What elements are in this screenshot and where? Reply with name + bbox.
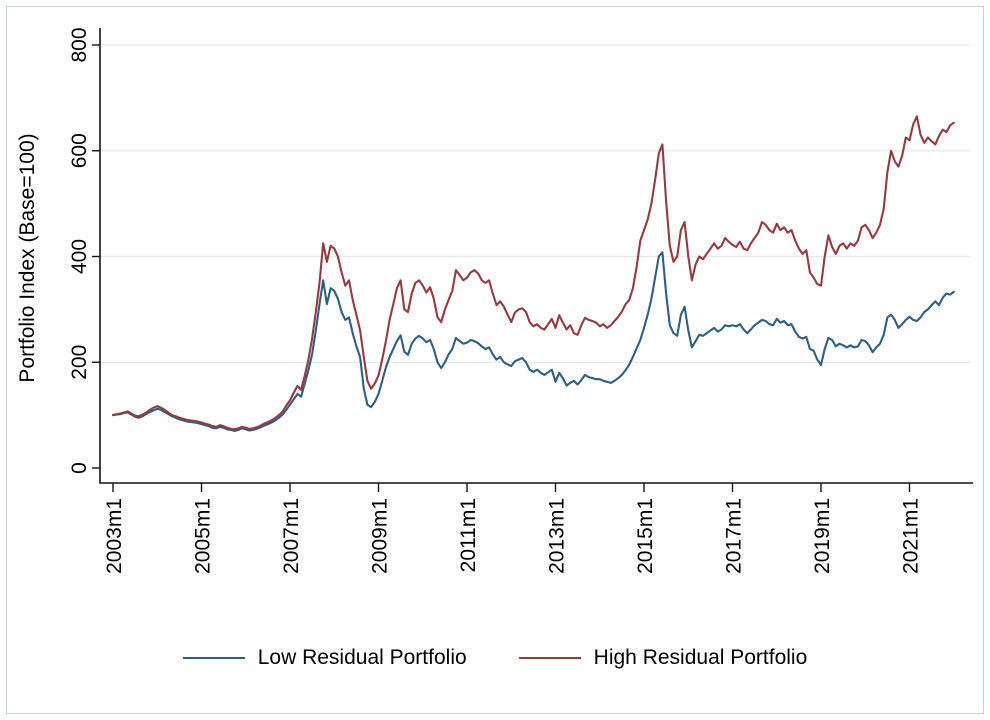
x-tick-label: 2009m1 xyxy=(369,498,392,574)
axis-spine xyxy=(99,28,973,484)
y-tick-label: 0 xyxy=(68,462,91,474)
y-tick-label: 600 xyxy=(68,133,91,168)
tick-marks xyxy=(92,44,911,492)
legend-entry-low: Low Residual Portfolio xyxy=(182,646,467,670)
chart-canvas: 0 200 400 600 800 2003m1 2005m1 2007m1 2009m1 201… xyxy=(16,27,973,574)
y-axis-title: Portfolio Index (Base=100) xyxy=(16,133,39,382)
x-tick-label: 2019m1 xyxy=(811,498,834,574)
x-tick-label: 2017m1 xyxy=(723,498,746,574)
tick-labels: 0 200 400 600 800 2003m1 2005m1 2007m1 2009m1 201… xyxy=(68,27,923,573)
y-tick-label: 800 xyxy=(68,27,91,62)
legend-swatch-high xyxy=(518,657,581,659)
legend-entry-high: High Residual Portfolio xyxy=(518,646,808,670)
legend: Low Residual Portfolio High Residual Por… xyxy=(0,646,990,670)
gridlines xyxy=(100,44,970,363)
y-tick-label: 400 xyxy=(68,239,91,274)
x-tick-label: 2011m1 xyxy=(457,498,480,572)
low-residual-series-line xyxy=(111,251,955,433)
axes xyxy=(99,28,973,484)
legend-label-high: High Residual Portfolio xyxy=(593,646,808,669)
legend-swatch-low xyxy=(182,657,245,659)
x-tick-label: 2021m1 xyxy=(900,498,923,574)
x-tick-label: 2015m1 xyxy=(634,498,657,574)
y-tick-label: 200 xyxy=(68,345,91,380)
x-tick-label: 2005m1 xyxy=(192,498,215,574)
x-tick-label: 2007m1 xyxy=(280,498,303,574)
high-residual-series-line xyxy=(111,115,955,431)
x-tick-label: 2013m1 xyxy=(546,498,569,574)
series-lines xyxy=(111,115,955,433)
legend-label-low: Low Residual Portfolio xyxy=(257,646,467,669)
x-tick-label: 2003m1 xyxy=(103,498,126,574)
